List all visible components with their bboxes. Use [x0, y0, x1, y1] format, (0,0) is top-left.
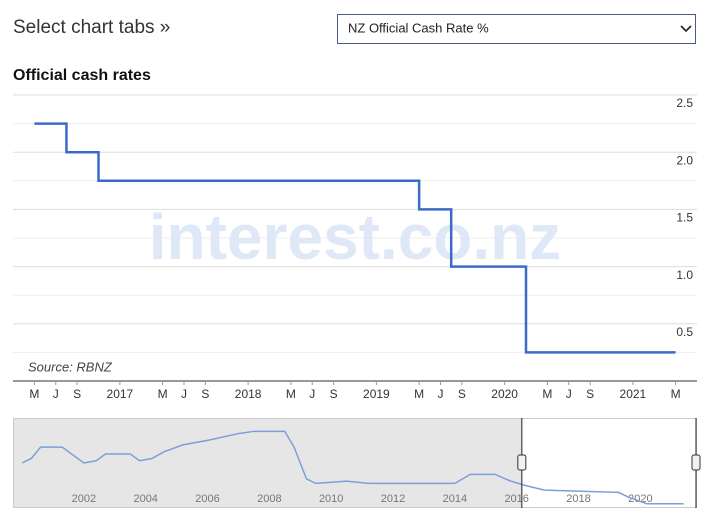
x-tick-label: S [330, 387, 338, 401]
y-tick-label: 2.5 [676, 96, 693, 110]
chart-title: Official cash rates [13, 67, 151, 84]
x-tick-label: S [73, 387, 81, 401]
select-box[interactable] [337, 14, 696, 44]
navigator-tick-label: 2006 [195, 493, 219, 505]
x-tick-label: 2019 [363, 387, 390, 401]
x-tick-label: M [29, 387, 39, 401]
x-tick-label: 2021 [620, 387, 647, 401]
x-tick-label: M [158, 387, 168, 401]
navigator-tick-label: 2016 [504, 493, 528, 505]
x-tick-label: S [586, 387, 594, 401]
watermark: interest.co.nz [149, 201, 562, 273]
x-tick-label: J [309, 387, 315, 401]
x-tick-label: 2018 [235, 387, 262, 401]
source: Source: RBNZ [28, 359, 113, 374]
x-tick-label: 2020 [491, 387, 518, 401]
y-tick-label: 0.5 [676, 325, 693, 339]
x-tick-label: J [566, 387, 572, 401]
x-tick-label: M [286, 387, 296, 401]
x-tick-label: M [542, 387, 552, 401]
y-tick-label: 1.0 [676, 268, 693, 282]
x-tick-label: M [671, 387, 681, 401]
navigator-tick-label: 2002 [72, 493, 96, 505]
navigator-handle[interactable] [691, 454, 701, 471]
navigator-tick-label: 2018 [566, 493, 590, 505]
header-title: Select chart tabs » [13, 17, 170, 38]
navigator-mask [14, 419, 522, 507]
x-tick-label: J [181, 387, 187, 401]
x-tick-label: S [458, 387, 466, 401]
navigator-handle[interactable] [517, 454, 527, 471]
navigator-tick-label: 2012 [381, 493, 405, 505]
x-tick-label: J [53, 387, 59, 401]
x-tick-label: S [201, 387, 209, 401]
navigator-line [21, 430, 684, 505]
x-tick-label: M [414, 387, 424, 401]
x-tick-label: J [438, 387, 444, 401]
y-tick-label: 2.0 [676, 153, 693, 167]
rate-line [34, 122, 676, 354]
navigator-tick-label: 2014 [443, 493, 467, 505]
select-arrow[interactable] [680, 25, 692, 33]
navigator-tick-label: 2004 [133, 493, 157, 505]
navigator-tick-label: 2008 [257, 493, 281, 505]
navigator-tick-label: 2010 [319, 493, 343, 505]
select-text[interactable]: NZ Official Cash Rate % [348, 20, 489, 35]
navigator-tick-label: 2020 [628, 493, 652, 505]
x-tick-label: 2017 [107, 387, 134, 401]
y-tick-label: 1.5 [676, 211, 693, 225]
